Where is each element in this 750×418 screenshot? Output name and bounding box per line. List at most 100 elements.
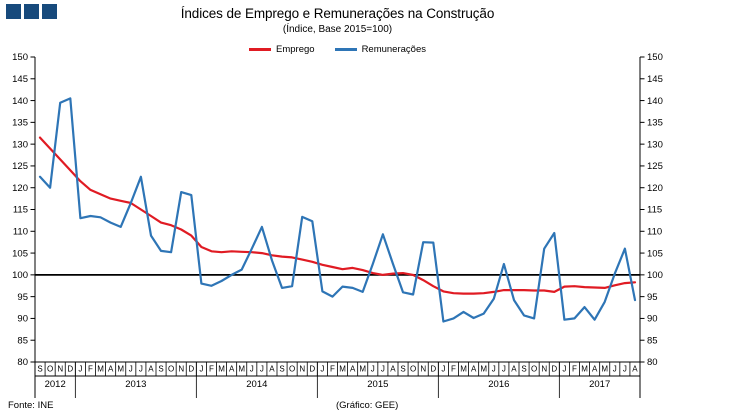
y-axis-label-right: 120 (647, 183, 663, 194)
month-label: A (269, 365, 275, 374)
month-label: M (460, 365, 467, 374)
month-label: A (148, 365, 154, 374)
month-label: D (430, 365, 436, 374)
y-axis-label-left: 105 (12, 248, 28, 259)
month-label: M (601, 365, 608, 374)
month-label: J (260, 365, 264, 374)
month-label: F (451, 365, 456, 374)
month-label: F (209, 365, 214, 374)
y-axis-label-left: 140 (12, 96, 28, 107)
y-axis-label-right: 95 (647, 292, 658, 303)
year-label: 2015 (367, 379, 388, 390)
month-label: D (309, 365, 315, 374)
emprego-line (38, 136, 637, 295)
month-label: J (613, 365, 617, 374)
y-axis-label-left: 130 (12, 139, 28, 150)
y-axis-label-left: 120 (12, 183, 28, 194)
month-label: O (47, 365, 53, 374)
y-axis-label-left: 150 (12, 52, 28, 63)
month-label: A (108, 365, 114, 374)
month-label: A (229, 365, 235, 374)
month-label: N (541, 365, 547, 374)
month-label: J (129, 365, 133, 374)
y-axis-label-right: 140 (647, 96, 663, 107)
month-label: A (632, 365, 638, 374)
month-label: O (289, 365, 295, 374)
month-label: J (502, 365, 506, 374)
month-label: N (420, 365, 426, 374)
month-label: O (410, 365, 416, 374)
month-label: J (371, 365, 375, 374)
emprego-line-swatch (249, 48, 271, 51)
month-label: J (139, 365, 143, 374)
month-label: J (492, 365, 496, 374)
month-label: N (178, 365, 184, 374)
month-label: F (88, 365, 93, 374)
month-label: J (623, 365, 627, 374)
y-axis-label-left: 135 (12, 118, 28, 129)
month-label: F (572, 365, 577, 374)
legend-label-emprego: Emprego (276, 44, 315, 55)
y-axis-label-left: 100 (12, 270, 28, 281)
month-label: A (592, 365, 598, 374)
chart-header: Índices de Emprego e Remunerações na Con… (35, 6, 640, 35)
y-axis-label-right: 90 (647, 314, 658, 325)
y-axis-label-left: 115 (13, 205, 28, 216)
month-label: M (581, 365, 588, 374)
month-label: S (279, 365, 284, 374)
year-label: 2017 (589, 379, 610, 390)
month-label: J (441, 365, 445, 374)
month-label: A (390, 365, 396, 374)
month-label: O (531, 365, 537, 374)
remuneracoes-line-swatch (334, 48, 357, 51)
y-axis-label-right: 100 (647, 270, 663, 281)
y-axis-label-right: 80 (647, 357, 658, 368)
y-axis-label-left: 110 (13, 226, 28, 237)
y-axis-label-right: 150 (647, 52, 663, 63)
month-label: J (562, 365, 566, 374)
month-label: M (339, 365, 346, 374)
legend-label-remuneracoes: Remunerações (361, 44, 426, 55)
month-label: M (480, 365, 487, 374)
year-label: 2014 (246, 379, 267, 390)
month-label: M (359, 365, 366, 374)
month-label: D (551, 365, 557, 374)
y-axis-label-right: 115 (647, 205, 662, 216)
month-label: A (350, 365, 356, 374)
y-axis-label-right: 145 (647, 74, 663, 85)
logo-square (42, 4, 57, 19)
month-label: D (67, 365, 73, 374)
y-axis-label-left: 95 (17, 292, 28, 303)
y-axis-label-left: 145 (12, 74, 28, 85)
y-axis-label-left: 125 (12, 161, 28, 172)
month-label: S (37, 365, 42, 374)
month-label: M (97, 365, 104, 374)
month-label: O (168, 365, 174, 374)
y-axis-label-right: 105 (647, 248, 663, 259)
y-axis-label-left: 80 (17, 357, 28, 368)
source-note: Fonte: INE (8, 400, 54, 411)
month-label: A (511, 365, 517, 374)
y-axis-label-right: 130 (647, 139, 663, 150)
month-label: J (78, 365, 82, 374)
year-label: 2013 (125, 379, 146, 390)
month-label: J (320, 365, 324, 374)
month-label: J (199, 365, 203, 374)
month-label: D (188, 365, 194, 374)
month-label: M (117, 365, 124, 374)
y-axis-label-left: 85 (17, 335, 28, 346)
chart-legend: Emprego Remunerações (35, 44, 640, 55)
month-label: A (471, 365, 477, 374)
chart-title: Índices de Emprego e Remunerações na Con… (180, 6, 495, 21)
remuneracoes-line (38, 97, 637, 323)
credit-note: (Gráfico: GEE) (336, 400, 399, 411)
logo-square (24, 4, 39, 19)
month-label: F (330, 365, 335, 374)
logo-square (6, 4, 21, 19)
month-label: J (250, 365, 254, 374)
month-label: S (400, 365, 405, 374)
month-label: M (218, 365, 225, 374)
month-label: N (57, 365, 63, 374)
